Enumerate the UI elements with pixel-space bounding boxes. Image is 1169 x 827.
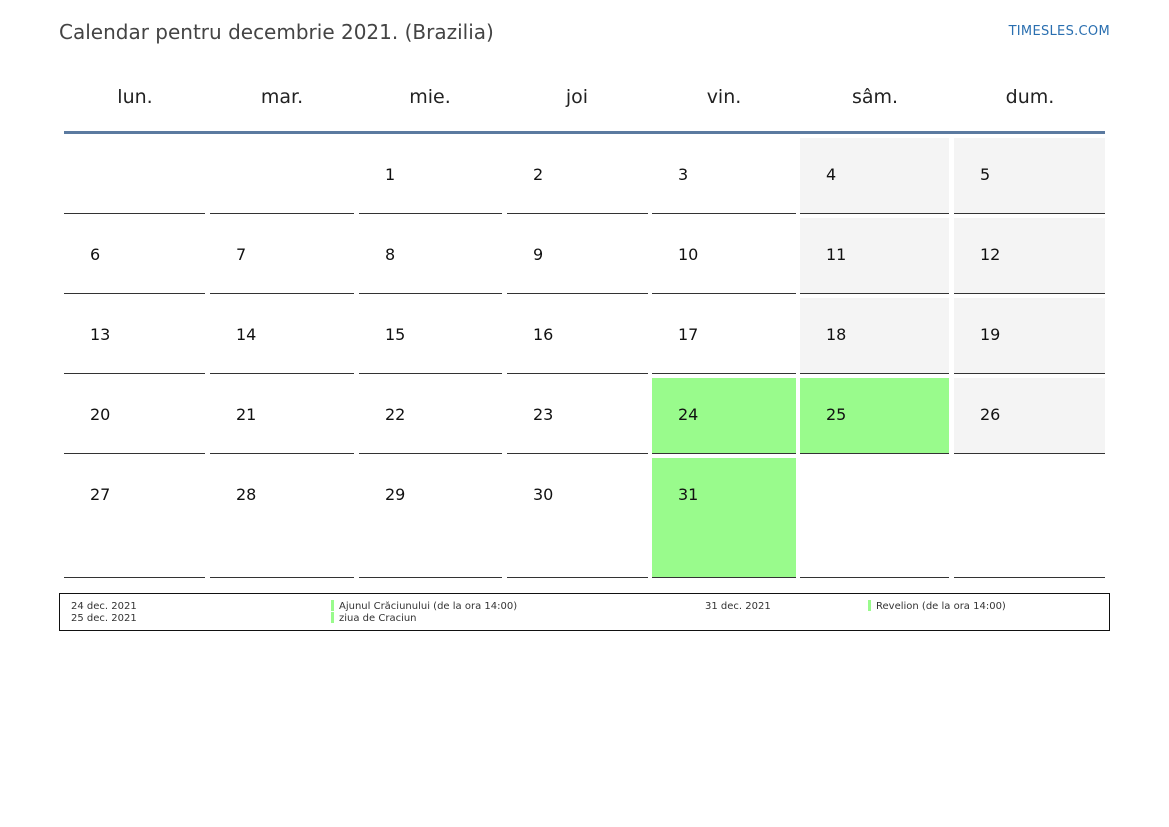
day-number: 29 xyxy=(385,485,406,504)
day-cell[interactable]: 8 xyxy=(359,218,502,294)
day-cell[interactable]: 25 xyxy=(800,378,949,454)
day-number: 10 xyxy=(678,245,699,264)
day-number: 11 xyxy=(826,245,847,264)
day-number: 3 xyxy=(678,165,689,184)
day-cell[interactable]: 11 xyxy=(800,218,949,294)
day-number: 26 xyxy=(980,405,1001,424)
legend-date: 24 dec. 2021 xyxy=(71,601,137,612)
day-cell[interactable]: 6 xyxy=(64,218,205,294)
weekday-label: dum. xyxy=(1005,86,1055,108)
holiday-legend: 24 dec. 2021 Ajunul Crăciunului (de la o… xyxy=(59,593,1110,631)
page-title: Calendar pentru decembrie 2021. (Brazili… xyxy=(59,20,494,44)
day-cell[interactable]: 21 xyxy=(210,378,354,454)
day-cell[interactable]: 30 xyxy=(507,458,648,578)
holiday-color-swatch xyxy=(868,600,871,611)
day-number: 5 xyxy=(980,165,991,184)
weekday-label: joi xyxy=(565,86,589,108)
day-cell[interactable]: 24 xyxy=(652,378,796,454)
day-cell[interactable]: 4 xyxy=(800,138,949,214)
day-number: 21 xyxy=(236,405,257,424)
legend-label: Ajunul Crăciunului (de la ora 14:00) xyxy=(339,601,518,612)
day-cell[interactable]: 14 xyxy=(210,298,354,374)
day-cell[interactable]: 16 xyxy=(507,298,648,374)
weekday-label: vin. xyxy=(706,86,742,108)
weekday-label: lun. xyxy=(117,86,153,108)
weekday-label: sâm. xyxy=(851,86,899,108)
day-number: 25 xyxy=(826,405,847,424)
day-number: 14 xyxy=(236,325,257,344)
day-cell[interactable]: 2 xyxy=(507,138,648,214)
brand-link[interactable]: TIMESLES.COM xyxy=(1008,24,1110,39)
day-number: 6 xyxy=(90,245,101,264)
holiday-color-swatch xyxy=(331,600,334,611)
day-number: 2 xyxy=(533,165,544,184)
day-number: 27 xyxy=(90,485,111,504)
day-cell[interactable]: 31 xyxy=(652,458,796,578)
day-number: 23 xyxy=(533,405,554,424)
day-cell[interactable]: 29 xyxy=(359,458,502,578)
day-cell[interactable]: 12 xyxy=(954,218,1105,294)
day-number: 15 xyxy=(385,325,406,344)
day-cell[interactable]: 15 xyxy=(359,298,502,374)
legend-date: 25 dec. 2021 xyxy=(71,613,137,624)
weekday-label: mie. xyxy=(409,86,451,108)
header-divider xyxy=(64,131,1105,134)
weekday-label: mar. xyxy=(260,86,304,108)
day-number: 18 xyxy=(826,325,847,344)
empty-day-cell xyxy=(954,458,1105,578)
day-number: 19 xyxy=(980,325,1001,344)
day-number: 28 xyxy=(236,485,257,504)
day-number: 8 xyxy=(385,245,396,264)
day-number: 30 xyxy=(533,485,554,504)
day-number: 9 xyxy=(533,245,544,264)
day-cell[interactable]: 17 xyxy=(652,298,796,374)
empty-day-cell xyxy=(800,458,949,578)
day-number: 24 xyxy=(678,405,699,424)
day-cell[interactable]: 10 xyxy=(652,218,796,294)
day-number: 22 xyxy=(385,405,406,424)
legend-label: ziua de Craciun xyxy=(339,613,417,624)
day-cell[interactable]: 18 xyxy=(800,298,949,374)
day-cell[interactable]: 28 xyxy=(210,458,354,578)
day-number: 13 xyxy=(90,325,111,344)
day-cell[interactable]: 19 xyxy=(954,298,1105,374)
empty-day-cell xyxy=(64,138,205,214)
day-number: 1 xyxy=(385,165,396,184)
day-number: 31 xyxy=(678,485,699,504)
day-number: 16 xyxy=(533,325,554,344)
day-number: 12 xyxy=(980,245,1001,264)
day-number: 4 xyxy=(826,165,837,184)
day-cell[interactable]: 20 xyxy=(64,378,205,454)
day-cell[interactable]: 7 xyxy=(210,218,354,294)
day-cell[interactable]: 26 xyxy=(954,378,1105,454)
empty-day-cell xyxy=(210,138,354,214)
day-number: 17 xyxy=(678,325,699,344)
legend-label: Revelion (de la ora 14:00) xyxy=(876,601,1006,612)
day-cell[interactable]: 13 xyxy=(64,298,205,374)
day-cell[interactable]: 9 xyxy=(507,218,648,294)
day-cell[interactable]: 27 xyxy=(64,458,205,578)
holiday-color-swatch xyxy=(331,612,334,623)
day-cell[interactable]: 1 xyxy=(359,138,502,214)
day-number: 20 xyxy=(90,405,111,424)
day-cell[interactable]: 5 xyxy=(954,138,1105,214)
day-number: 7 xyxy=(236,245,247,264)
legend-date: 31 dec. 2021 xyxy=(705,601,771,612)
day-cell[interactable]: 23 xyxy=(507,378,648,454)
day-cell[interactable]: 22 xyxy=(359,378,502,454)
day-cell[interactable]: 3 xyxy=(652,138,796,214)
